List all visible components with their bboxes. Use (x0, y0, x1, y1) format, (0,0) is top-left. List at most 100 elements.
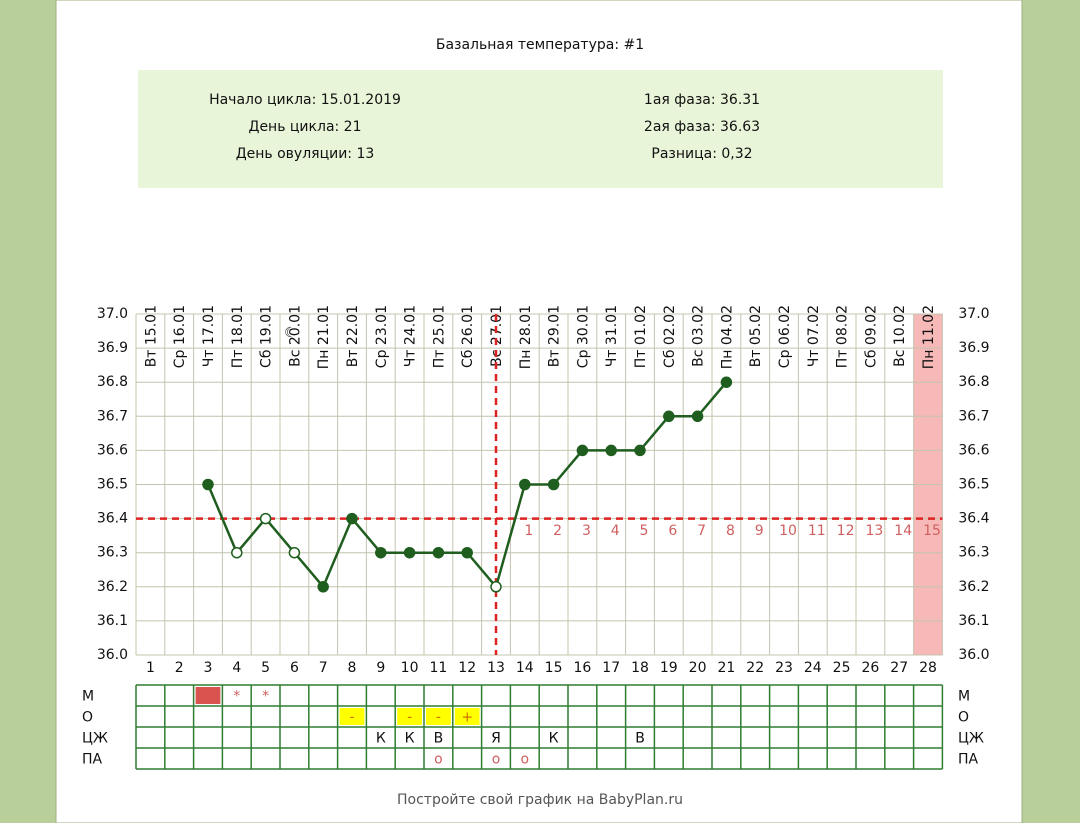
x-tick-label: 15 (545, 660, 563, 676)
x-tick-label: 19 (660, 660, 678, 676)
x-tick-label: 11 (429, 660, 447, 676)
y-tick-label-right: 36.4 (958, 511, 989, 527)
date-label: Сб 09.02 (863, 305, 879, 368)
date-label: Пт 01.02 (633, 305, 649, 368)
date-label: Ср 16.01 (172, 305, 188, 368)
x-tick-label: 3 (204, 660, 213, 676)
date-label: Вс 20.01 (287, 305, 303, 367)
cell-fill (339, 708, 365, 725)
temperature-point (375, 546, 387, 559)
y-tick-label-right: 36.6 (958, 442, 989, 458)
cell-text: К (405, 731, 415, 747)
date-label: Сб 26.01 (460, 305, 476, 368)
x-tick-label: 8 (348, 660, 357, 676)
cell-fill (397, 708, 422, 725)
y-tick-label: 36.0 (97, 647, 128, 663)
row-label: ЦЖ (82, 731, 108, 747)
y-tick-label: 36.6 (97, 442, 128, 458)
row-label-right: О (958, 710, 969, 726)
date-label: Ср 30.01 (575, 305, 591, 368)
y-tick-label: 37.0 (97, 306, 128, 322)
row-label-right: ПА (958, 752, 979, 768)
moon-icon: ☾ (284, 325, 297, 341)
date-label: Чт 07.02 (806, 305, 822, 367)
temperature-point (202, 478, 214, 491)
cell-text: o (492, 752, 501, 768)
cell-text: - (407, 710, 412, 726)
x-tick-label: 25 (833, 660, 851, 676)
phase-number: 9 (755, 523, 764, 539)
info-text: Разница: 0,32 (651, 146, 752, 162)
phase-number: 2 (553, 523, 562, 539)
y-tick-label: 36.3 (97, 545, 128, 561)
cell-text: - (349, 710, 354, 726)
cell-text: К (376, 731, 386, 747)
row-label: М (82, 689, 94, 705)
cell-text: В (434, 731, 444, 747)
x-tick-label: 12 (458, 660, 476, 676)
x-tick-label: 26 (861, 660, 879, 676)
info-text: День цикла: 21 (249, 119, 362, 135)
temperature-point (605, 444, 617, 457)
x-tick-label: 7 (319, 660, 328, 676)
x-tick-label: 20 (689, 660, 707, 676)
x-tick-label: 27 (890, 660, 908, 676)
date-label: Сб 02.02 (662, 305, 678, 368)
y-tick-label: 36.4 (97, 511, 128, 527)
date-label: Ср 06.02 (777, 305, 793, 368)
info-text: День овуляции: 13 (236, 146, 375, 162)
y-tick-label: 36.8 (97, 374, 128, 390)
cell-text: Я (491, 731, 501, 747)
y-tick-label: 36.9 (97, 340, 128, 356)
date-label: Чт 31.01 (604, 305, 620, 367)
cell-text: o (434, 752, 443, 768)
y-tick-label-right: 36.2 (958, 579, 989, 595)
temperature-point (490, 581, 502, 593)
phase-number: 14 (894, 523, 912, 539)
date-label: Чт 24.01 (403, 305, 419, 367)
phase-number: 12 (837, 523, 855, 539)
phase-number: 8 (726, 523, 735, 539)
date-label: Ср 23.01 (374, 305, 390, 368)
cell-fill (426, 708, 451, 725)
cell-text: - (436, 710, 441, 726)
temperature-point (317, 581, 329, 593)
row-label: О (82, 710, 93, 726)
cell-text: В (635, 731, 645, 747)
date-label: Пт 08.02 (835, 305, 851, 368)
cell-text: К (549, 731, 559, 747)
x-tick-label: 24 (804, 660, 822, 676)
temperature-point (663, 410, 675, 423)
y-tick-label: 36.5 (97, 477, 128, 493)
x-tick-label: 6 (290, 660, 299, 676)
x-tick-label: 10 (401, 660, 419, 676)
temperature-point (259, 512, 272, 525)
x-tick-label: 23 (775, 660, 793, 676)
row-label-right: М (958, 689, 970, 705)
info-text: Начало цикла: 15.01.2019 (209, 92, 401, 108)
temperature-point (576, 444, 589, 457)
y-tick-label-right: 36.7 (958, 408, 989, 424)
x-tick-label: 13 (487, 660, 505, 676)
temperature-point (720, 376, 733, 388)
y-tick-label-right: 37.0 (958, 306, 989, 322)
date-label: Вт 22.01 (345, 305, 361, 367)
temperature-point (231, 546, 243, 559)
phase-number: 11 (808, 523, 826, 539)
date-label: Сб 19.01 (259, 305, 275, 368)
row-label-right: ЦЖ (958, 731, 984, 747)
cell-fill (195, 687, 221, 704)
y-tick-label: 36.2 (97, 579, 128, 595)
x-tick-label: 2 (175, 660, 184, 676)
info-text: 2ая фаза: 36.63 (644, 119, 760, 135)
temperature-point (461, 546, 473, 559)
phase-number: 7 (697, 523, 706, 539)
phase-number: 10 (779, 523, 797, 539)
y-tick-label-right: 36.3 (958, 545, 989, 561)
date-label: Вс 03.02 (691, 305, 707, 367)
x-tick-label: 14 (516, 660, 534, 676)
row-label: ПА (82, 752, 103, 768)
cell-text: o (521, 752, 530, 768)
